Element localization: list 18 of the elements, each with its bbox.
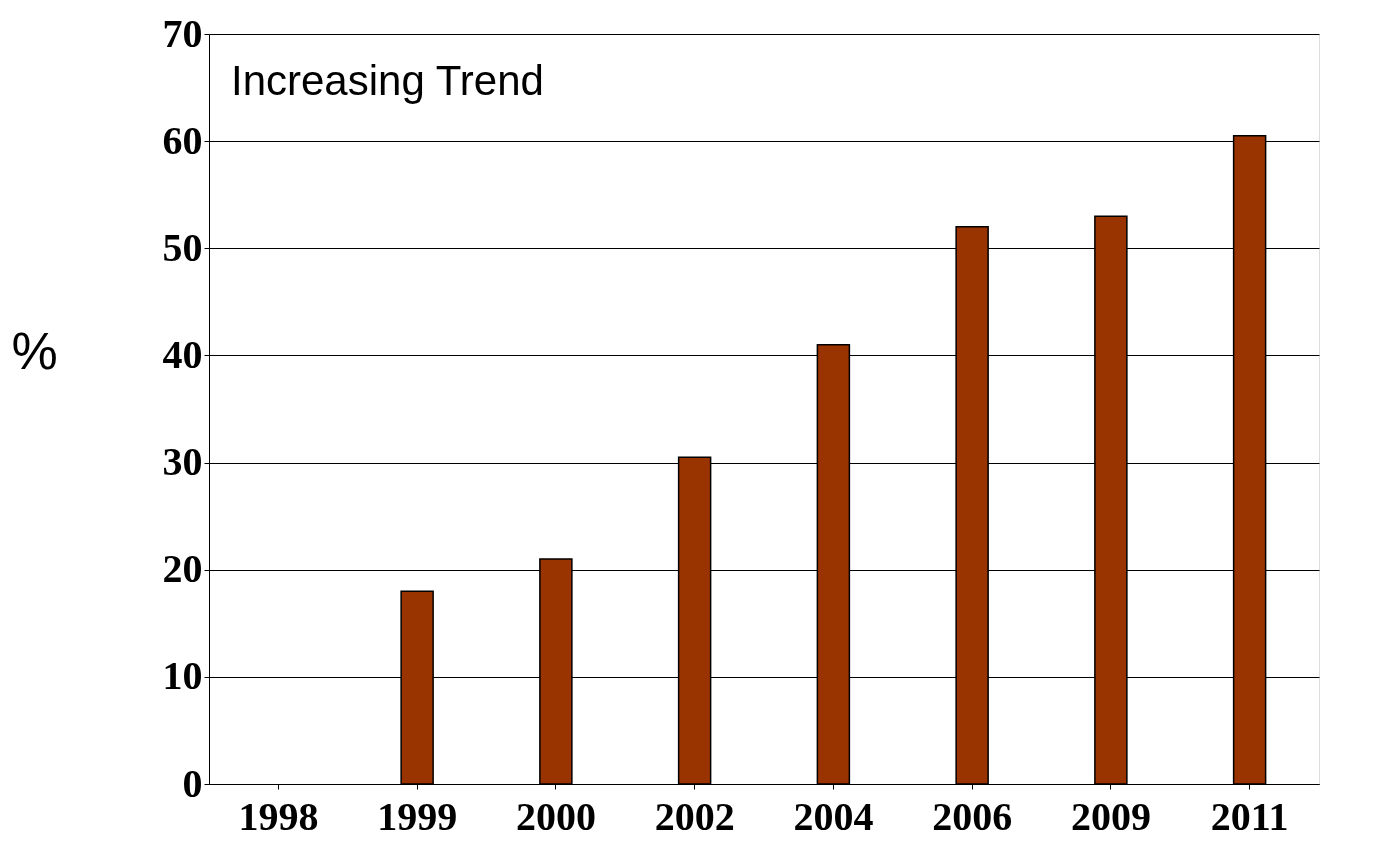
y-tick-label: 50: [162, 224, 203, 270]
y-tick-label: 40: [162, 331, 203, 377]
y-tick-label: 30: [162, 439, 203, 485]
x-tick-label: 2002: [654, 793, 735, 839]
y-tick-label: 60: [162, 117, 203, 163]
y-tick-label: 20: [162, 546, 203, 592]
x-tick-label: 2009: [1070, 793, 1151, 839]
x-tick-label: 1998: [238, 793, 319, 839]
x-tick-label: 2011: [1210, 793, 1289, 839]
y-tick-label: 10: [162, 653, 203, 699]
y-tick-label: 70: [162, 10, 203, 56]
annotation: Increasing Trend: [231, 57, 544, 104]
x-tick-label: 2000: [515, 793, 596, 839]
x-tick-label: 2006: [932, 793, 1013, 839]
y-axis-title: %: [11, 321, 58, 380]
x-tick-label: 2004: [793, 793, 874, 839]
y-tick-label: 0: [182, 760, 203, 806]
x-tick-label: 1999: [377, 793, 458, 839]
